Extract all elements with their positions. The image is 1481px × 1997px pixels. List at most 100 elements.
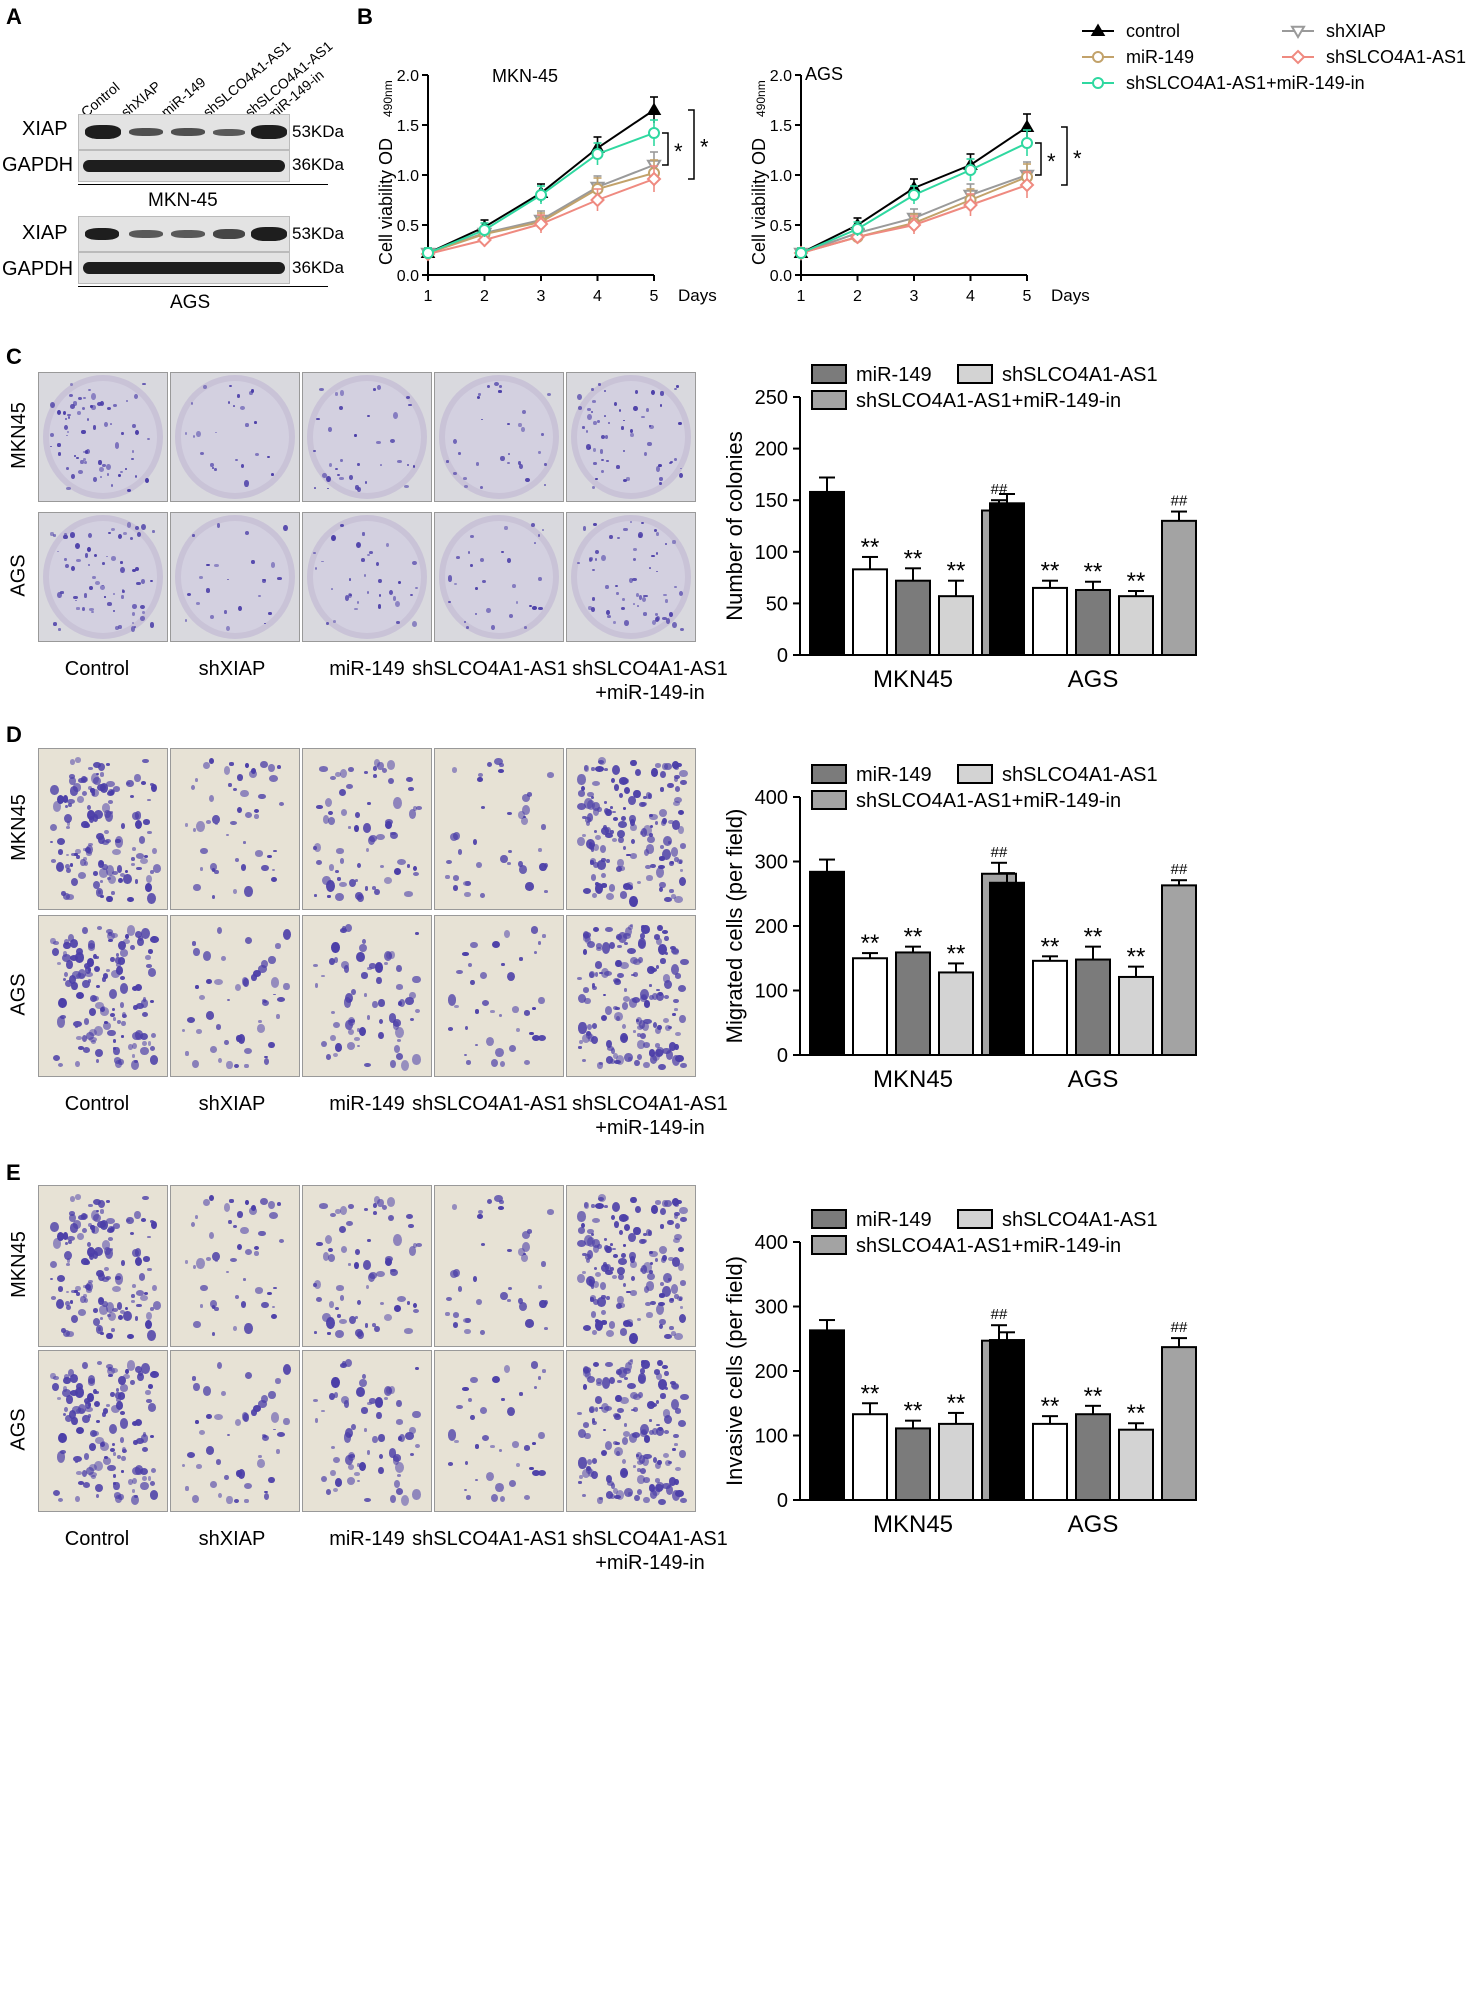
- significance-mark: ##: [1171, 493, 1188, 510]
- significance-mark: **: [947, 940, 966, 967]
- panel-label-c: C: [6, 344, 22, 369]
- significance-mark: **: [1041, 558, 1060, 585]
- migration-bar-chart: 0 100 200 300 400 Migrated cells (per field) *…: [722, 764, 1197, 1093]
- bar: [989, 502, 1025, 656]
- legend-label: miR-149: [856, 1209, 932, 1231]
- panel-label-b: B: [357, 4, 373, 29]
- bar: [852, 1413, 888, 1501]
- x-tick-label: 5: [650, 288, 659, 305]
- bar: [809, 1329, 845, 1501]
- significance-mark: **: [1084, 924, 1103, 951]
- y-tick-label: 200: [755, 916, 788, 938]
- significance-bracket: [662, 132, 669, 166]
- category-label: MKN45: [873, 1066, 953, 1093]
- condition-label: shXIAP: [198, 1093, 266, 1115]
- category-label: AGS: [1068, 666, 1119, 693]
- blot-protein-label: XIAP: [22, 222, 68, 244]
- data-point: [1021, 137, 1033, 149]
- y-tick-label: 100: [755, 542, 788, 564]
- bar: [895, 951, 931, 1057]
- y-tick-label: 300: [755, 1297, 788, 1319]
- colony-dish-image: [170, 372, 300, 502]
- data-point: [590, 192, 605, 208]
- x-tick-label: 1: [424, 288, 433, 305]
- bar: [1161, 519, 1197, 656]
- panel-label-a: A: [6, 4, 22, 29]
- bar: [1118, 1428, 1154, 1502]
- significance-bracket: [688, 109, 695, 180]
- y-tick-label: 2.0: [770, 68, 792, 85]
- data-point: [591, 148, 604, 160]
- data-point: [908, 189, 920, 201]
- significance-mark: **: [861, 534, 880, 561]
- blot-kda-label: 36KDa: [292, 258, 344, 277]
- y-tick-label: 100: [755, 981, 788, 1003]
- divider: [78, 184, 328, 185]
- significance-mark: *: [700, 135, 709, 160]
- category-label: MKN45: [873, 1511, 953, 1538]
- bar: [1118, 975, 1154, 1056]
- viability-chart-mkn45: 0.0 0.5 1.0 1.5 2.0 1 2 3 4 5 Days MKN-45 Cell viabi…: [376, 66, 717, 305]
- significance-mark: **: [904, 924, 923, 951]
- blot-strip-gapdh-mkn45: [78, 150, 290, 182]
- bar: [1032, 586, 1068, 656]
- blot-cell-line-label: MKN-45: [148, 190, 218, 211]
- blot-kda-label: 53KDa: [292, 122, 344, 141]
- x-tick-label: 4: [593, 288, 602, 305]
- y-tick-label: 0.5: [770, 218, 792, 235]
- condition-label: shXIAP: [198, 1528, 266, 1550]
- y-tick-label: 0: [777, 645, 788, 667]
- y-tick-label: 400: [755, 1232, 788, 1254]
- y-tick-label: 1.0: [770, 168, 792, 185]
- blot-strip-xiap-ags: [78, 216, 290, 252]
- x-tick-label: 5: [1023, 288, 1032, 305]
- y-tick-label: 50: [766, 593, 788, 615]
- data-point: [963, 197, 978, 213]
- y-tick-label: 2.0: [397, 68, 419, 85]
- y-tick-label: 200: [755, 439, 788, 461]
- significance-bracket: [1061, 126, 1068, 186]
- blot-kda-label: 36KDa: [292, 155, 344, 174]
- bar: [1161, 884, 1197, 1056]
- y-tick-label: 1.0: [397, 168, 419, 185]
- condition-label: shSLCO4A1-AS1: [572, 1093, 728, 1115]
- data-point: [906, 217, 922, 233]
- x-tick-label: 2: [480, 288, 489, 305]
- bar: [1032, 959, 1068, 1056]
- legend-swatch: [811, 390, 847, 410]
- x-tick-label: 3: [910, 288, 919, 305]
- stained-field-image: [434, 915, 564, 1077]
- row-label: AGS: [7, 554, 30, 597]
- data-point: [1092, 51, 1104, 63]
- legend-label: shSLCO4A1-AS1: [1002, 364, 1158, 386]
- stained-field-image: [170, 1350, 300, 1512]
- chart-title: AGS: [805, 64, 843, 84]
- category-label: AGS: [1068, 1066, 1119, 1093]
- significance-mark: **: [861, 1380, 880, 1407]
- invasion-bar-chart: 0 100 200 300 400 Invasive cells (per field) *…: [722, 1209, 1197, 1538]
- significance-mark: **: [1041, 1393, 1060, 1420]
- stained-field-image: [38, 1185, 168, 1347]
- colony-dish-image: [434, 512, 564, 642]
- legend-label: miR-149: [1126, 47, 1194, 67]
- stained-field-image: [302, 748, 432, 910]
- data-point: [1092, 77, 1104, 89]
- x-tick-label: 1: [797, 288, 806, 305]
- data-point: [646, 171, 662, 187]
- legend-swatch: [811, 364, 847, 384]
- colony-dish-image: [170, 512, 300, 642]
- y-axis-label-sub: 490nm: [754, 80, 768, 117]
- stained-field-image: [170, 748, 300, 910]
- bar: [989, 1339, 1025, 1501]
- colony-bar-chart: 0 50 100 150 200 250 Number of colonies ** ** ** #…: [722, 364, 1197, 693]
- stained-field-image: [434, 1185, 564, 1347]
- condition-label: shSLCO4A1-AS1: [572, 1528, 728, 1550]
- significance-bracket: [1035, 142, 1042, 176]
- significance-mark: **: [947, 1390, 966, 1417]
- stained-field-image: [302, 1350, 432, 1512]
- condition-label: Control: [64, 1528, 130, 1550]
- data-point: [646, 102, 662, 115]
- x-tick-label: 2: [853, 288, 862, 305]
- significance-mark: **: [1041, 933, 1060, 960]
- blot-protein-label: XIAP: [22, 118, 68, 140]
